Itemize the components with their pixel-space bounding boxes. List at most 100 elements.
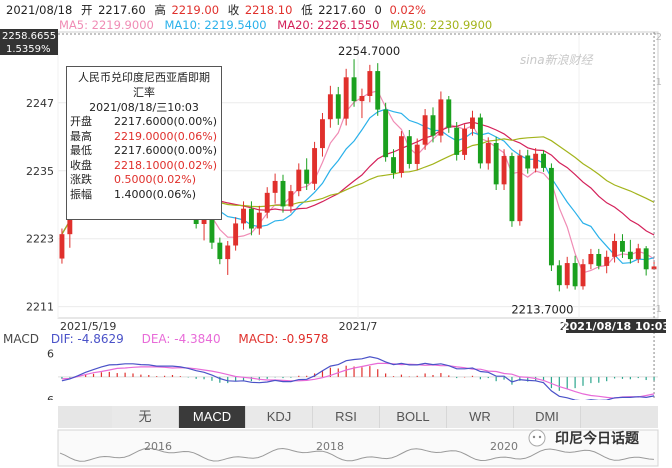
candle-body xyxy=(596,254,602,266)
candle xyxy=(320,112,325,157)
candle xyxy=(351,59,357,107)
header-high-label: 高 xyxy=(154,3,166,17)
candle xyxy=(604,250,610,274)
macd-bar xyxy=(550,376,553,389)
tooltip-high-label: 最高 xyxy=(70,129,92,143)
candle xyxy=(391,149,396,179)
macd-value: MACD: -0.9578 xyxy=(238,332,328,346)
candle xyxy=(517,149,523,226)
svg-text:MACD DIF: -4.8629 DEA:: MACD DIF: -4.8629 DEA: -4.3840 MACD: -0.… xyxy=(3,332,329,346)
macd-bar xyxy=(140,374,142,377)
macd-bar xyxy=(69,376,71,378)
tab-dmi[interactable]: DMI xyxy=(514,406,581,428)
candle xyxy=(217,237,223,265)
navigator-line xyxy=(59,447,655,462)
macd-bar xyxy=(195,376,197,379)
y-tick-label: 2223 xyxy=(26,233,54,246)
candle-body xyxy=(327,94,333,120)
candle xyxy=(572,255,578,290)
candle-body xyxy=(651,266,657,270)
macd-bar xyxy=(392,376,395,377)
candle xyxy=(446,95,452,133)
crosshair-pct: 1.5359% xyxy=(6,44,51,55)
tooltip-title-line1: 人民币兑印度尼西亚盾即期 xyxy=(78,71,210,84)
header-high: 2219.00 xyxy=(171,3,219,17)
candle-body xyxy=(406,136,412,164)
macd-bar xyxy=(321,370,324,377)
candle xyxy=(312,141,318,191)
max-price-label: 2254.7000 xyxy=(338,44,400,58)
navigator-frame xyxy=(57,429,659,467)
candle-body xyxy=(375,71,381,110)
macd-bar xyxy=(124,372,126,377)
macd-bar xyxy=(645,376,647,381)
candle xyxy=(367,64,373,103)
x-tick-label: 2021/5/19 xyxy=(60,320,116,333)
candle xyxy=(343,68,349,126)
svg-text:MA5: 2219.9000 MA10: 2219.: MA5: 2219.9000 MA10: 2219.5400 MA20: 222… xyxy=(59,18,492,32)
navigator-year-2020: 2020 xyxy=(490,440,518,453)
macd-bar xyxy=(227,376,229,384)
candle-body xyxy=(225,245,231,260)
candle-body xyxy=(627,251,633,260)
macd-bar xyxy=(250,376,253,382)
tab-macd[interactable]: MACD xyxy=(179,406,246,428)
ma5-label: MA5: 2219.9000 xyxy=(59,18,154,32)
macd-bar xyxy=(448,375,450,377)
tab-kdj[interactable]: KDJ xyxy=(246,406,313,428)
candle xyxy=(493,136,499,191)
candle xyxy=(264,187,270,219)
macd-bar xyxy=(582,376,584,386)
navigator-year-2018: 2018 xyxy=(316,440,344,453)
candle xyxy=(477,113,483,169)
candle-body xyxy=(501,156,507,185)
macd-bar xyxy=(456,376,458,379)
wechat-icon xyxy=(528,429,546,447)
candle-body xyxy=(320,119,325,149)
tab-rsi[interactable]: RSI xyxy=(313,406,380,428)
candle xyxy=(430,107,436,143)
macd-bar xyxy=(211,376,213,381)
candle xyxy=(280,174,286,213)
tab-wr[interactable]: WR xyxy=(447,406,514,428)
header-bar: 2021/08/18 开 2217.60 高 2219.00 收 2218.10… xyxy=(6,3,492,32)
candle-body xyxy=(367,71,373,96)
candle-body xyxy=(620,240,625,252)
candle-body xyxy=(572,263,578,287)
macd-label: MACD xyxy=(3,332,39,346)
candle-body xyxy=(391,157,396,174)
candle xyxy=(564,256,570,289)
candle-body xyxy=(556,265,562,286)
macd-bar xyxy=(377,369,379,377)
macd-bar xyxy=(542,376,545,382)
tooltip-change-value: 0.5000(0.02%) xyxy=(114,173,197,186)
candle xyxy=(241,201,246,230)
macd-bar xyxy=(598,376,600,383)
y-pct-label: -1 xyxy=(652,304,662,315)
macd-bar xyxy=(156,376,158,377)
candle-body xyxy=(509,156,515,222)
candle-body xyxy=(398,136,404,174)
candle xyxy=(635,243,641,264)
macd-bar xyxy=(345,365,347,377)
candle xyxy=(406,129,412,169)
candle xyxy=(470,110,475,136)
candle xyxy=(462,124,468,160)
candle-body xyxy=(525,155,531,169)
tooltip-title-line2: 汇率 xyxy=(133,86,155,99)
macd-bar xyxy=(116,373,118,377)
macd-bar xyxy=(282,376,284,379)
candle xyxy=(509,152,515,227)
candle xyxy=(256,205,262,235)
candle xyxy=(588,248,594,270)
overview-navigator[interactable]: 2016 2018 2020 印尼今日话题 xyxy=(0,428,672,468)
macd-bar xyxy=(479,376,481,380)
tab-none[interactable]: 无 xyxy=(112,406,179,428)
candle-body xyxy=(241,208,246,224)
macd-bar xyxy=(416,375,418,377)
candle-body xyxy=(272,180,278,193)
macd-bar xyxy=(495,376,497,382)
tab-boll[interactable]: BOLL xyxy=(380,406,447,428)
candle xyxy=(541,150,546,172)
candle-body xyxy=(67,207,73,235)
